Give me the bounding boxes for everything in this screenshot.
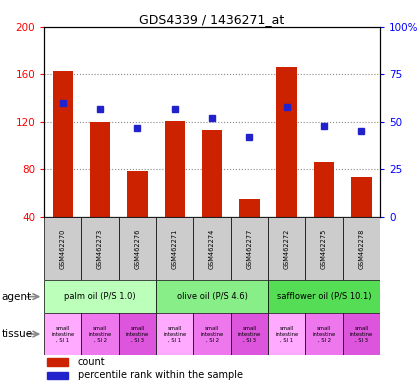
Bar: [343, 217, 380, 280]
Bar: [156, 280, 268, 313]
Bar: [239, 199, 260, 217]
Bar: [52, 71, 73, 217]
Bar: [194, 313, 231, 355]
Text: small
intestine
, SI 3: small intestine , SI 3: [126, 326, 149, 343]
Bar: [231, 313, 268, 355]
Text: small
intestine
, SI 3: small intestine , SI 3: [350, 326, 373, 343]
Bar: [47, 358, 68, 366]
Bar: [119, 217, 156, 280]
Bar: [156, 313, 194, 355]
Bar: [81, 217, 119, 280]
Bar: [268, 313, 305, 355]
Bar: [268, 217, 305, 280]
Text: small
intestine
, SI 2: small intestine , SI 2: [312, 326, 336, 343]
Bar: [44, 313, 81, 355]
Bar: [47, 372, 68, 379]
Bar: [305, 313, 343, 355]
Text: agent: agent: [1, 291, 32, 302]
Text: small
intestine
, SI 1: small intestine , SI 1: [275, 326, 298, 343]
Text: GSM462278: GSM462278: [358, 228, 365, 269]
Bar: [127, 170, 148, 217]
Text: count: count: [78, 357, 105, 367]
Text: palm oil (P/S 1.0): palm oil (P/S 1.0): [64, 292, 136, 301]
Text: GSM462276: GSM462276: [134, 228, 140, 269]
Bar: [44, 280, 156, 313]
Bar: [202, 130, 222, 217]
Bar: [231, 217, 268, 280]
Text: small
intestine
, SI 1: small intestine , SI 1: [51, 326, 74, 343]
Bar: [90, 122, 110, 217]
Text: small
intestine
, SI 3: small intestine , SI 3: [238, 326, 261, 343]
Bar: [44, 217, 81, 280]
Bar: [276, 67, 297, 217]
Text: small
intestine
, SI 2: small intestine , SI 2: [200, 326, 224, 343]
Bar: [194, 217, 231, 280]
Text: tissue: tissue: [1, 329, 32, 339]
Text: GSM462272: GSM462272: [284, 228, 290, 269]
Title: GDS4339 / 1436271_at: GDS4339 / 1436271_at: [139, 13, 285, 26]
Bar: [351, 177, 372, 217]
Text: GSM462274: GSM462274: [209, 228, 215, 269]
Bar: [314, 162, 334, 217]
Text: small
intestine
, SI 1: small intestine , SI 1: [163, 326, 186, 343]
Bar: [165, 121, 185, 217]
Bar: [156, 217, 194, 280]
Text: GSM462277: GSM462277: [247, 228, 252, 269]
Text: GSM462275: GSM462275: [321, 228, 327, 269]
Text: small
intestine
, SI 2: small intestine , SI 2: [89, 326, 112, 343]
Text: percentile rank within the sample: percentile rank within the sample: [78, 370, 243, 381]
Bar: [268, 280, 380, 313]
Text: GSM462273: GSM462273: [97, 228, 103, 269]
Bar: [119, 313, 156, 355]
Text: GSM462271: GSM462271: [172, 228, 178, 269]
Text: safflower oil (P/S 10.1): safflower oil (P/S 10.1): [277, 292, 371, 301]
Text: GSM462270: GSM462270: [60, 228, 66, 269]
Text: olive oil (P/S 4.6): olive oil (P/S 4.6): [177, 292, 247, 301]
Bar: [305, 217, 343, 280]
Bar: [81, 313, 119, 355]
Bar: [343, 313, 380, 355]
